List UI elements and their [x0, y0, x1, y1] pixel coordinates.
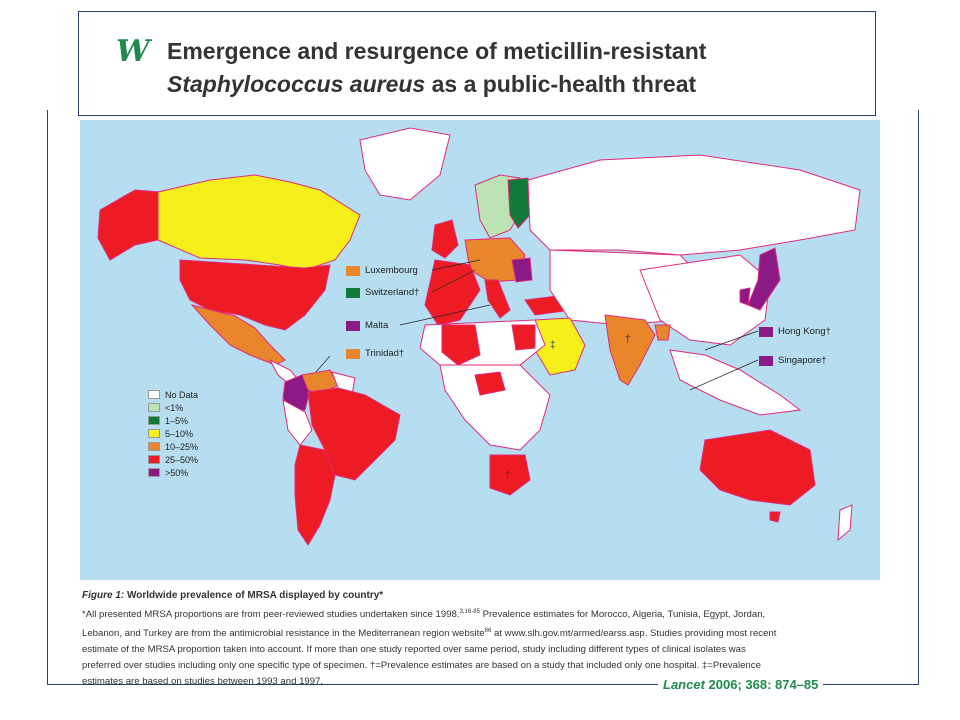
legend-swatch [148, 416, 160, 425]
caption-line: Lebanon, and Turkey are from the antimic… [82, 623, 882, 642]
saudi-mark: ‡ [550, 340, 556, 351]
caption-line: preferred over studies including only on… [82, 660, 761, 672]
map-region-canada [157, 174, 361, 271]
legend-item: No Data [148, 388, 198, 401]
callout-swatch [759, 326, 773, 337]
callout-swatch [759, 355, 773, 366]
figure-label: Figure 1: [82, 590, 125, 601]
page-title-line-1: Emergence and resurgence of meticillin-r… [167, 38, 707, 64]
legend-label: >50% [165, 467, 189, 478]
caption-refs: 3,16-85 [459, 609, 480, 615]
callout-label: Luxembourg [365, 265, 418, 276]
citation-details: 2006; 368: 874–85 [704, 677, 819, 692]
map-region-nigeria [474, 371, 506, 396]
callout-label: Malta [365, 320, 389, 331]
callout-swatch [346, 287, 360, 298]
map-region-central-africa [439, 364, 551, 451]
callout-switzerland: Switzerland† [346, 287, 419, 298]
callout-label: Hong Kong† [778, 326, 831, 337]
callout-singapore: Singapore† [759, 355, 827, 366]
legend-swatch [148, 468, 160, 477]
map-region-new-zealand [837, 504, 853, 542]
map-region-romania [511, 257, 533, 283]
journal-name: Lancet [663, 677, 705, 692]
map-region-mexico [190, 304, 286, 366]
legend-swatch [148, 455, 160, 464]
map-region-finland [507, 177, 531, 229]
caption-line: *All presented MRSA proportions are from… [82, 604, 882, 623]
legend-label: No Data [165, 389, 199, 400]
callout-malta: Malta [346, 320, 388, 331]
legend-item: 1–5% [148, 414, 198, 427]
legend-label: 1–5% [165, 415, 189, 426]
title-line-2-rest: as a public-health threat [425, 71, 697, 97]
map-region-greenland [359, 127, 451, 201]
callout-swatch [346, 320, 360, 331]
caption-text: *All presented MRSA proportions are from… [82, 609, 460, 621]
map-region-peru [282, 399, 313, 446]
south-africa-mark: † [505, 470, 511, 481]
caption-text: Lebanon, and Turkey are from the antimic… [82, 628, 485, 640]
map-region-italy [484, 279, 511, 319]
map-region-tasmania [769, 511, 781, 523]
legend-swatch [148, 403, 160, 412]
legend-swatch [148, 429, 160, 438]
callout-luxembourg: Luxembourg [346, 265, 418, 276]
map-region-egypt [511, 324, 536, 351]
figure-caption: Figure 1: Worldwide prevalence of MRSA d… [82, 588, 882, 690]
legend-label: 25–50% [165, 454, 199, 465]
species-name: Staphylococcus aureus [167, 71, 426, 97]
legend-item: 25–50% [148, 453, 198, 466]
caption-text: Prevalence estimates for Morocco, Algeri… [479, 609, 766, 621]
legend-item: 10–25% [148, 440, 198, 453]
map-region-korea [739, 287, 751, 306]
map-region-brazil [307, 387, 401, 481]
figure-caption-title: Figure 1: Worldwide prevalence of MRSA d… [82, 588, 882, 604]
map-region-usa [179, 259, 331, 331]
legend-swatch [148, 390, 160, 399]
map-region-france-iberia [424, 259, 481, 326]
map-region-russia [527, 154, 861, 256]
legend-label: 5–10% [165, 428, 194, 439]
callout-swatch [346, 265, 360, 276]
legend-label: <1% [165, 402, 184, 413]
page-title-line-2: Staphylococcus aureus as a public-health… [167, 71, 696, 98]
title-box: W Emergence and resurgence of meticillin… [78, 11, 876, 116]
map-region-bangladesh [654, 324, 671, 341]
caption-text: at www.slh.gov.mt/armed/earss.asp. Studi… [491, 628, 777, 640]
citation: Lancet 2006; 368: 874–85 [658, 677, 824, 692]
callout-label: Trinidad† [365, 348, 405, 359]
map-region-uk-ireland [431, 219, 459, 259]
map-region-japan [747, 247, 781, 311]
map-region-algeria [441, 324, 481, 366]
caption-refs: 86 [484, 628, 492, 635]
map-region-southeast-asia [669, 349, 802, 416]
legend-item: <1% [148, 401, 198, 414]
legend-item: >50% [148, 466, 198, 479]
map-region-alaska [97, 189, 161, 261]
lancet-w-logo-icon: W [116, 34, 150, 69]
caption-line: estimates are based on studies between 1… [82, 676, 324, 688]
figure-title: Worldwide prevalence of MRSA displayed b… [124, 590, 384, 601]
world-map-figure: ‡ † † [80, 120, 880, 580]
map-region-india [604, 314, 656, 386]
india-mark: † [625, 334, 631, 345]
caption-line: estimate of the MRSA proportion taken in… [82, 644, 746, 656]
map-region-chile-argentina [294, 444, 336, 546]
map-region-china [639, 254, 771, 346]
map-legend: No Data <1% 1–5% 5–10% 10–25% 25–50% >50… [148, 388, 198, 479]
legend-label: 10–25% [165, 441, 199, 452]
slide-frame [47, 110, 919, 685]
map-region-australia [699, 429, 816, 506]
callout-trinidad: Trinidad† [346, 348, 404, 359]
legend-item: 5–10% [148, 427, 198, 440]
callout-label: Singapore† [778, 355, 827, 366]
callout-swatch [346, 348, 360, 359]
legend-swatch [148, 442, 160, 451]
callout-label: Switzerland† [365, 287, 420, 298]
world-map: ‡ † † [97, 127, 861, 546]
callout-hong-kong: Hong Kong† [759, 326, 831, 337]
map-region-south-africa [489, 454, 531, 496]
